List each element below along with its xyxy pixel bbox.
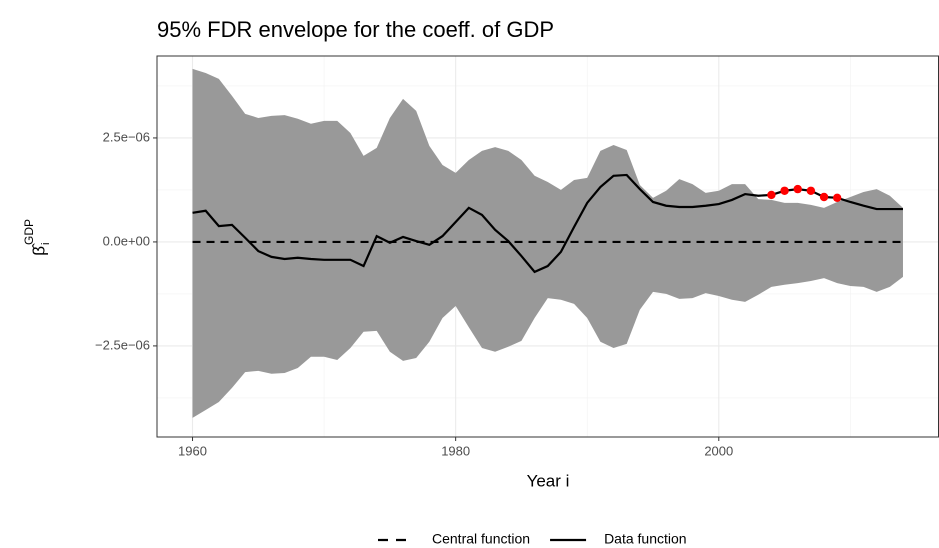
- legend: Central function Data function: [378, 531, 687, 547]
- y-axis-label: β̂ i GDP: [22, 219, 52, 256]
- y-tick-label: 2.5e−06: [103, 129, 150, 144]
- highlight-point: [780, 186, 789, 195]
- x-axis-label: Year i: [527, 471, 570, 490]
- x-tick-label: 2000: [704, 443, 733, 458]
- y-label-subscript: i: [40, 243, 52, 245]
- envelope: [192, 68, 903, 418]
- highlight-point: [832, 193, 842, 203]
- y-tick-label: −2.5e−06: [95, 337, 150, 352]
- x-tick-label: 1980: [441, 443, 470, 458]
- legend-label: Central function: [432, 531, 530, 547]
- highlight-point: [819, 192, 829, 202]
- highlight-point: [793, 184, 802, 194]
- x-tick-label: 1960: [178, 443, 207, 458]
- legend-label: Data function: [604, 531, 687, 547]
- highlight-point: [806, 186, 816, 195]
- y-label-superscript: GDP: [22, 219, 36, 245]
- highlight-point: [767, 190, 776, 200]
- chart-title: 95% FDR envelope for the coeff. of GDP: [157, 17, 554, 42]
- y-label-symbol: β̂: [29, 243, 48, 256]
- y-tick-label: 0.0e+00: [103, 233, 150, 248]
